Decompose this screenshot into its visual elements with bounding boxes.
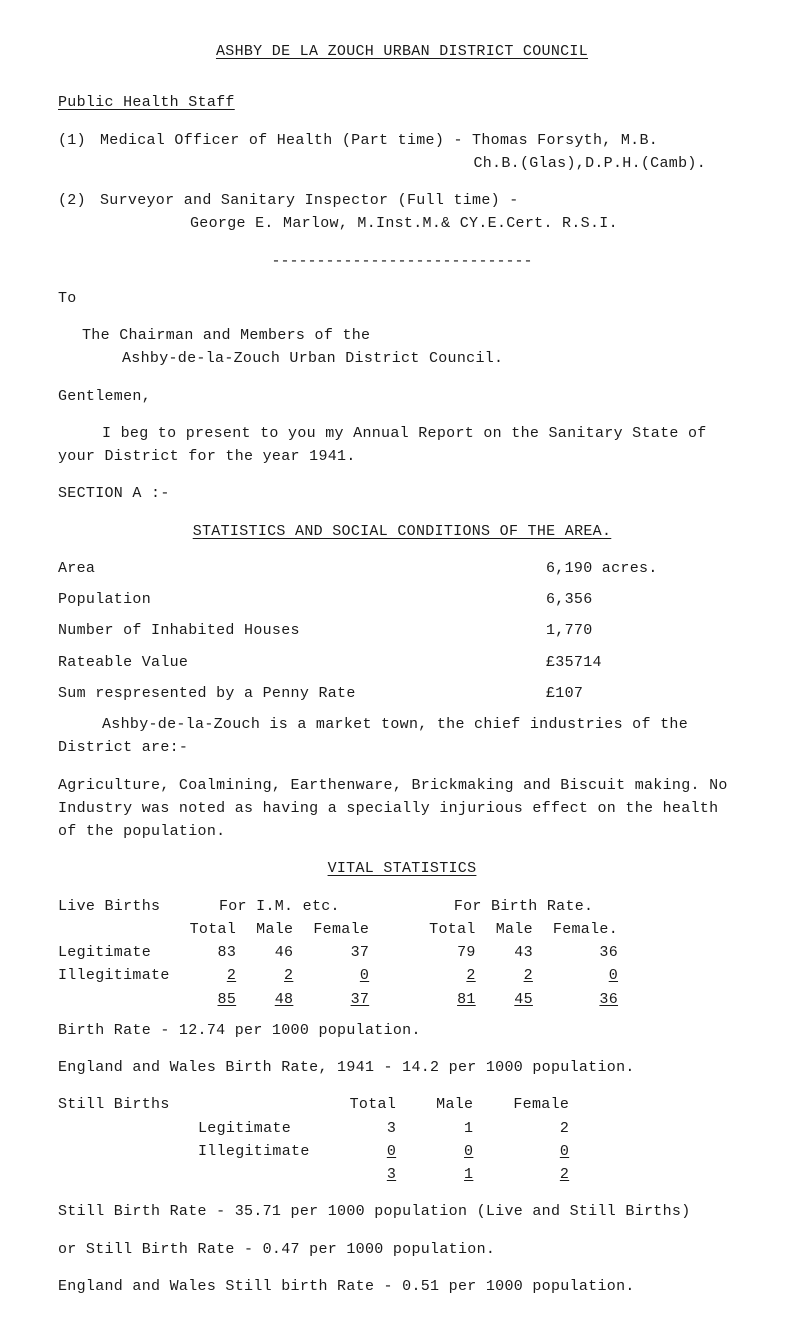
eng-wales-still-birth-rate: England and Wales Still birth Rate - 0.5… [58,1275,746,1298]
salutation: Gentlemen, [58,385,746,408]
staff-item-2: (2) Surveyor and Sanitary Inspector (Ful… [58,189,746,236]
vs-col-header: Female [303,918,379,941]
stats-value: 6,356 [546,588,746,611]
vs-cell: 0 [543,964,628,987]
still-birth-rate-or-line: or Still Birth Rate - 0.47 per 1000 popu… [58,1238,746,1261]
vs-sum-cell: 36 [543,988,628,1011]
stats-row: Sum respresented by a Penny Rate£107 [58,682,746,705]
stats-label: Sum respresented by a Penny Rate [58,682,546,705]
vs-col-header: Male [486,918,543,941]
vs-sum-cell: 81 [419,988,486,1011]
item-number: (2) [58,189,100,236]
sb-cell: Illegitimate [198,1140,330,1163]
vital-stats-table: Live Births For I.M. etc. For Birth Rate… [58,895,628,1011]
item-line: Ch.B.(Glas),D.P.H.(Camb). [100,152,746,175]
vs-col-header: Total [180,918,247,941]
vs-col-header: Total [419,918,486,941]
stats-row: Area6,190 acres. [58,557,746,580]
stats-label: Rateable Value [58,651,546,674]
stats-label: Area [58,557,546,580]
vs-cell: 2 [180,964,247,987]
stats-row: Population6,356 [58,588,746,611]
to-line: To [58,287,746,310]
intro-paragraph: I beg to present to you my Annual Report… [58,422,746,469]
sb-col-header: Total [330,1093,417,1116]
vs-sum-cell: 37 [303,988,379,1011]
divider-dashes: ----------------------------- [58,250,746,273]
vs-cell: 2 [246,964,303,987]
vs-sum-cell: 85 [180,988,247,1011]
stats-label: Number of Inhabited Houses [58,619,546,642]
stats-value: 1,770 [546,619,746,642]
sb-sum-cell: 3 [330,1163,417,1186]
staff-heading: Public Health Staff [58,94,235,111]
sb-cell: 0 [493,1140,589,1163]
sb-cell: 3 [330,1117,417,1140]
sb-cell: 0 [330,1140,417,1163]
vital-stats-heading: VITAL STATISTICS [328,860,477,877]
vs-cell: 43 [486,941,543,964]
stats-value: 6,190 acres. [546,557,746,580]
sb-sum-cell: 1 [416,1163,493,1186]
still-births-table: TotalMaleFemale Legitimate312Illegitimat… [198,1093,589,1186]
stats-label: Population [58,588,546,611]
sb-cell: 0 [416,1140,493,1163]
vs-sum-cell: 48 [246,988,303,1011]
vs-sum-cell [58,988,180,1011]
vs-cell: 46 [246,941,303,964]
vs-group-birthrate: For Birth Rate. [419,895,628,918]
vs-sum-cell: 45 [486,988,543,1011]
vs-cell: 2 [486,964,543,987]
sb-sum-cell: 2 [493,1163,589,1186]
item-line: Medical Officer of Health (Part time) - … [100,129,746,152]
vs-col-header: Female. [543,918,628,941]
sb-cell: Legitimate [198,1117,330,1140]
addressee-line: The Chairman and Members of the [82,324,746,347]
item-number: (1) [58,129,100,176]
stats-value: £107 [546,682,746,705]
stats-value: £35714 [546,651,746,674]
vs-group-im: For I.M. etc. [180,895,380,918]
vs-cell: 79 [419,941,486,964]
vs-live-births: Live Births [58,895,180,918]
vs-cell: Legitimate [58,941,180,964]
industries-paragraph: Agriculture, Coalmining, Earthenware, Br… [58,774,746,844]
section-a-label: SECTION A :- [58,482,746,505]
vs-cell: 0 [303,964,379,987]
vs-col-header: Male [246,918,303,941]
stats-row: Number of Inhabited Houses1,770 [58,619,746,642]
sb-cell: 1 [416,1117,493,1140]
document-title: ASHBY DE LA ZOUCH URBAN DISTRICT COUNCIL [58,40,746,63]
vs-cell: 37 [303,941,379,964]
still-births-label: Still Births [58,1093,198,1186]
still-birth-rate-line: Still Birth Rate - 35.71 per 1000 popula… [58,1200,746,1223]
addressee-line: Ashby-de-la-Zouch Urban District Council… [122,347,746,370]
staff-item-1: (1) Medical Officer of Health (Part time… [58,129,746,176]
sb-col-header: Male [416,1093,493,1116]
vs-cell: Illegitimate [58,964,180,987]
sb-col-header [198,1093,330,1116]
vs-cell: 36 [543,941,628,964]
sb-cell: 2 [493,1117,589,1140]
item-line: George E. Marlow, M.Inst.M.& CY.E.Cert. … [100,212,746,235]
sb-sum-cell [198,1163,330,1186]
item-line: Surveyor and Sanitary Inspector (Full ti… [100,189,746,212]
birth-rate-line: Birth Rate - 12.74 per 1000 population. [58,1019,746,1042]
vs-col-header [58,918,180,941]
market-town-paragraph: Ashby-de-la-Zouch is a market town, the … [58,713,746,760]
eng-wales-birth-rate: England and Wales Birth Rate, 1941 - 14.… [58,1056,746,1079]
stats-row: Rateable Value£35714 [58,651,746,674]
sb-col-header: Female [493,1093,589,1116]
vs-cell: 2 [419,964,486,987]
vs-cell: 83 [180,941,247,964]
stats-heading: STATISTICS AND SOCIAL CONDITIONS OF THE … [193,523,612,540]
